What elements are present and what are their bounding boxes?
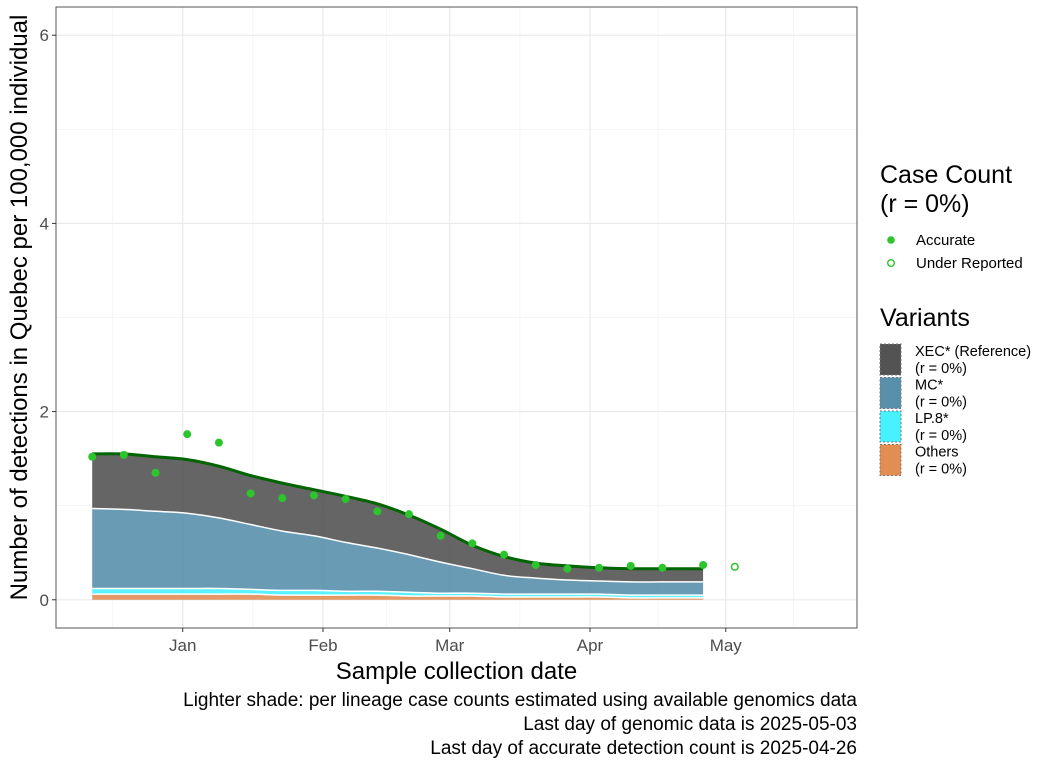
x-tick-label: Apr — [577, 636, 604, 655]
x-tick-label: Mar — [435, 636, 465, 655]
area-lp-8 — [92, 588, 704, 598]
point-accurate — [119, 450, 128, 459]
point-accurate — [468, 539, 477, 548]
legend-variant-r: (r = 0%) — [915, 428, 967, 444]
x-tick-label: Feb — [308, 636, 337, 655]
point-accurate — [436, 531, 445, 540]
legend-variant-label: Others — [915, 445, 959, 461]
legend-case-title: Case Count — [880, 161, 1012, 189]
y-axis-title: Number of detections in Quebec per 100,0… — [6, 15, 33, 601]
legend-variants-title: Variants — [880, 304, 970, 332]
legend-variant-label: LP.8* — [915, 411, 949, 427]
legend-case-subtitle: (r = 0%) — [880, 190, 970, 218]
area-xec-reference — [92, 453, 704, 582]
point-accurate — [595, 563, 604, 572]
legend-variant-label: MC* — [915, 378, 944, 394]
legend-variant-r: (r = 0%) — [915, 395, 967, 411]
legend-under-reported-label: Under Reported — [916, 255, 1023, 272]
y-tick-label: 6 — [40, 26, 49, 45]
point-accurate — [373, 507, 382, 516]
panel-border — [55, 6, 858, 629]
point-accurate — [626, 561, 635, 570]
y-tick-label: 0 — [40, 591, 49, 610]
legend-case-count: Case Count(r = 0%) Accurate Under Reported — [880, 161, 1023, 272]
legend-variant-r: (r = 0%) — [915, 361, 967, 377]
point-accurate — [309, 491, 318, 500]
point-accurate — [151, 468, 160, 477]
legend-key-mc — [879, 377, 902, 409]
area-others — [92, 594, 704, 600]
point-accurate — [246, 489, 255, 498]
point-accurate — [404, 510, 413, 519]
plot-panel: 0 2 4 6 Jan Feb Mar Apr May Sample collection dat… — [6, 6, 858, 685]
caption-line-1: Lighter shade: per lineage case counts e… — [183, 690, 857, 711]
area-mc — [92, 508, 704, 596]
point-accurate — [214, 438, 223, 447]
legend-variant-r: (r = 0%) — [915, 462, 967, 478]
point-accurate — [278, 494, 287, 503]
layer-divider — [92, 507, 704, 583]
point-accurate — [500, 550, 509, 559]
legend-key-others — [879, 444, 902, 476]
y-tick-label: 2 — [40, 403, 49, 422]
x-tick-label: Jan — [169, 636, 196, 655]
point-accurate — [658, 563, 667, 572]
legend-key-xec-reference — [879, 343, 902, 376]
legend-under-reported-marker — [887, 259, 896, 268]
caption-line-3: Last day of accurate detection count is … — [430, 738, 857, 759]
caption-line-2: Last day of genomic data is 2025-05-03 — [523, 714, 857, 735]
legend-key-lp-8 — [879, 410, 902, 443]
point-accurate — [563, 564, 572, 573]
point-accurate — [531, 560, 540, 569]
point-under-reported — [730, 562, 739, 571]
point-accurate — [341, 495, 350, 504]
point-accurate — [699, 560, 708, 569]
legend-accurate-label: Accurate — [916, 232, 975, 249]
x-tick-label: May — [710, 636, 743, 655]
point-accurate — [183, 430, 192, 439]
point-accurate — [88, 452, 97, 461]
legend-variant-label: XEC* (Reference) — [915, 344, 1031, 360]
layer-divider — [92, 587, 704, 596]
legend-accurate-marker — [887, 236, 895, 244]
y-tick-label: 4 — [40, 214, 49, 233]
layer-divider — [92, 593, 704, 599]
x-axis-title: Sample collection date — [336, 658, 577, 685]
